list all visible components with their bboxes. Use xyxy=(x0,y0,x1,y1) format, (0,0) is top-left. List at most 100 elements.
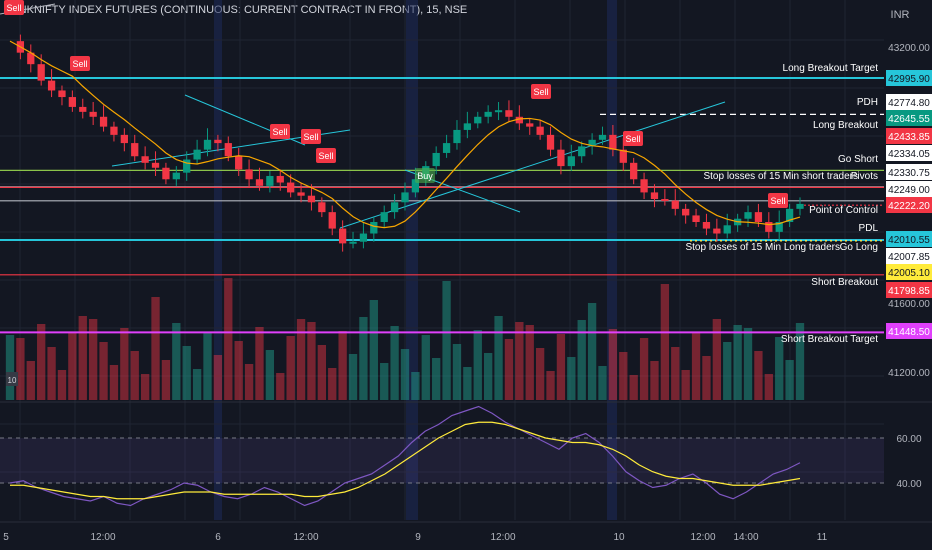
level-label: Long Breakout xyxy=(813,120,878,131)
currency-label: INR xyxy=(891,9,910,21)
moving-average-line xyxy=(9,40,801,229)
volume-bar xyxy=(5,335,15,400)
candle-body xyxy=(255,179,264,186)
volume-bar xyxy=(619,352,628,400)
price-badge-text: 42334.05 xyxy=(888,149,930,160)
volume-bar xyxy=(265,350,275,400)
candle-body xyxy=(58,90,66,98)
volume-bar xyxy=(577,320,586,400)
volume-bar xyxy=(650,361,659,400)
x-tick-label: 12:00 xyxy=(490,532,515,543)
volume-bar xyxy=(764,374,773,400)
candle-body xyxy=(245,169,253,180)
signal-label: Sell xyxy=(6,3,21,13)
price-badge xyxy=(886,231,932,247)
signal-marker xyxy=(316,148,336,163)
volume-bar xyxy=(733,325,742,400)
level-label: Go Short xyxy=(838,154,878,165)
volume-bar xyxy=(68,333,77,400)
x-tick-label: 5 xyxy=(3,532,9,543)
volume-bar xyxy=(276,373,285,400)
price-badge-text: 42330.75 xyxy=(888,168,930,179)
x-tick-label: 9 xyxy=(415,532,421,543)
candle-body xyxy=(37,64,45,81)
candle-body xyxy=(484,111,492,117)
volume-bar xyxy=(359,317,368,400)
volume-bar xyxy=(775,337,784,400)
candle-body xyxy=(661,198,669,201)
volume-bar xyxy=(567,357,576,400)
volume-bar xyxy=(795,323,805,400)
signal-label: Sell xyxy=(533,87,548,97)
volume-bar xyxy=(546,371,555,400)
level-label: Pivots xyxy=(851,171,878,182)
volume-bar xyxy=(338,331,347,400)
candle-body xyxy=(754,212,763,223)
volume-bar xyxy=(296,319,306,400)
volume-bar xyxy=(328,368,337,400)
candle-body xyxy=(765,222,773,232)
candle-body xyxy=(494,110,503,113)
level-label: Stop losses of 15 Min short traders xyxy=(703,171,858,182)
candle-body xyxy=(307,195,316,203)
candle-body xyxy=(89,111,97,117)
volume-bar xyxy=(587,303,597,400)
rsi-band xyxy=(0,438,884,483)
candle-body xyxy=(744,212,752,219)
x-tick-label: 14:00 xyxy=(733,532,758,543)
candle-body xyxy=(380,212,388,223)
volume-bar xyxy=(203,332,212,400)
volume-bar xyxy=(442,281,451,400)
price-badge xyxy=(886,128,932,144)
candle-body xyxy=(120,134,128,144)
volume-bar xyxy=(161,360,171,400)
volume-bar xyxy=(37,324,46,400)
price-badge xyxy=(886,181,932,197)
candle-body xyxy=(141,156,149,163)
candle-body xyxy=(713,228,721,234)
price-badge-text: 42645.55 xyxy=(888,114,930,125)
volume-bar xyxy=(151,297,160,400)
price-badge-text: 42222.20 xyxy=(888,201,930,212)
volume-bar xyxy=(639,338,649,400)
volume-bar xyxy=(754,351,763,400)
candle-body xyxy=(401,192,409,203)
candle-body xyxy=(390,202,399,213)
volume-bar xyxy=(702,356,711,400)
price-badge xyxy=(886,282,932,298)
volume-bar xyxy=(120,328,129,400)
rsi-signal-line xyxy=(10,421,801,500)
volume-bar xyxy=(26,361,35,400)
volume-bar xyxy=(691,333,701,400)
volume-bar xyxy=(234,341,243,400)
level-label: PDL xyxy=(859,223,879,234)
candle-body xyxy=(619,149,627,163)
volume-bar xyxy=(99,342,108,400)
volume-bar xyxy=(286,336,295,400)
x-tick-label: 11 xyxy=(817,532,828,543)
volume-bar xyxy=(130,351,139,400)
volume-bar xyxy=(660,284,670,400)
volume-bar xyxy=(172,323,181,400)
volume-bar xyxy=(484,353,493,400)
session-band xyxy=(607,0,617,520)
volume-badge xyxy=(6,372,18,386)
level-label: Go Long xyxy=(840,242,878,253)
volume-bar xyxy=(57,370,67,400)
volume-bar xyxy=(244,364,254,400)
candle-body xyxy=(692,215,700,223)
candle-body xyxy=(671,200,679,209)
candle-body xyxy=(162,167,170,180)
signal-label: Sell xyxy=(318,151,333,161)
candle-body xyxy=(442,143,451,153)
volume-bar xyxy=(140,374,150,400)
candle-body xyxy=(235,156,243,170)
price-badge-text: 42010.55 xyxy=(888,235,930,246)
candle-body xyxy=(432,152,440,167)
candle-body xyxy=(567,156,575,167)
price-badge xyxy=(886,70,932,86)
signal-label: Sell xyxy=(770,196,785,206)
signal-label: Sell xyxy=(72,59,87,69)
x-tick-label: 6 xyxy=(215,532,221,543)
